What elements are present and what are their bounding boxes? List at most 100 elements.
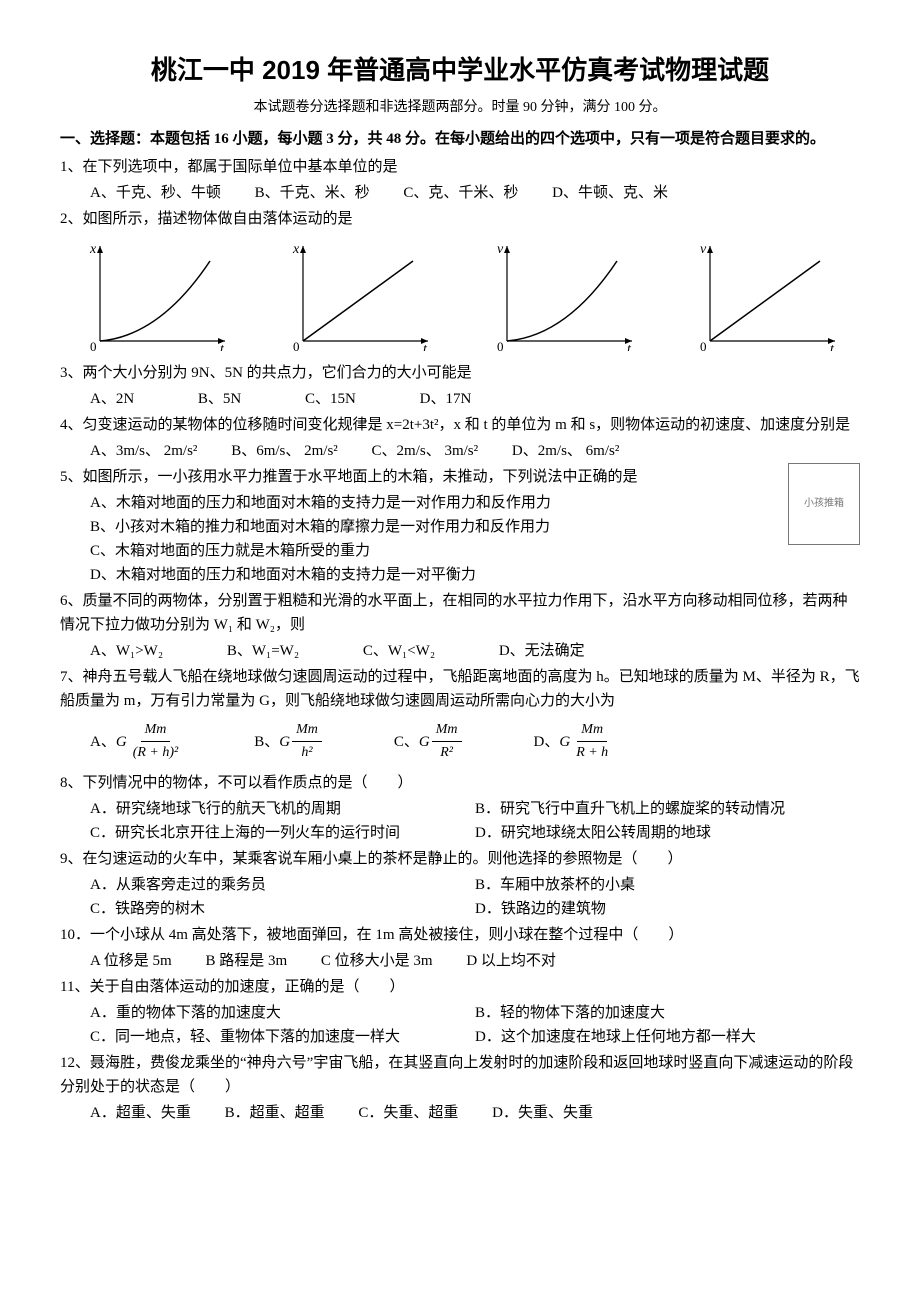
q2-graph-a: x 0 t bbox=[80, 241, 230, 351]
q12-opt-c: C．失重、超重 bbox=[358, 1101, 458, 1125]
q8-options: A．研究绕地球飞行的航天飞机的周期 B．研究飞行中直升飞机上的螺旋桨的转动情况 bbox=[90, 797, 860, 821]
q6-opt-a: A、W₁>W₂ bbox=[90, 639, 163, 663]
q7-g-c: G bbox=[419, 730, 430, 754]
q2-graph-c: v 0 t bbox=[487, 241, 637, 351]
q3-opt-d: D、17N bbox=[420, 387, 472, 411]
q1-opt-c: C、克、千米、秒 bbox=[403, 181, 518, 205]
q7-opt-c: C、 G MmR² bbox=[394, 719, 464, 765]
q11-stem: 11、关于自由落体运动的加速度，正确的是（ ） bbox=[60, 975, 860, 999]
q10-opt-a: A 位移是 5m bbox=[90, 949, 172, 973]
q9-opt-a: A．从乘客旁走过的乘务员 bbox=[90, 873, 475, 897]
q8-opt-d: D．研究地球绕太阳公转周期的地球 bbox=[475, 821, 860, 845]
svg-text:t: t bbox=[423, 342, 428, 351]
q7-g-b: G bbox=[279, 730, 290, 754]
q9-stem: 9、在匀速运动的火车中，某乘客说车厢小桌上的茶杯是静止的。则他选择的参照物是（ … bbox=[60, 847, 860, 871]
q7-g-a: G bbox=[116, 730, 127, 754]
q5-opt-d: D、木箱对地面的压力和地面对木箱的支持力是一对平衡力 bbox=[90, 563, 860, 587]
q4-opt-d: D、2m/s、 6m/s² bbox=[512, 439, 619, 463]
q9-opt-c: C．铁路旁的树木 bbox=[90, 897, 475, 921]
q5-opt-a: A、木箱对地面的压力和地面对木箱的支持力是一对作用力和反作用力 bbox=[90, 491, 860, 515]
svg-text:t: t bbox=[830, 342, 835, 351]
svg-text:0: 0 bbox=[293, 339, 300, 351]
q3-opt-c: C、15N bbox=[305, 387, 356, 411]
q11-opt-c: C．同一地点，轻、重物体下落的加速度一样大 bbox=[90, 1025, 475, 1049]
svg-text:v: v bbox=[497, 242, 504, 257]
q10-opt-b: B 路程是 3m bbox=[205, 949, 287, 973]
q10-stem: 10．一个小球从 4m 高处落下，被地面弹回，在 1m 高处被接住，则小球在整个… bbox=[60, 923, 860, 947]
q1-opt-d: D、牛顿、克、米 bbox=[552, 181, 668, 205]
q11-opt-d: D．这个加速度在地球上任何地方都一样大 bbox=[475, 1025, 860, 1049]
q7-stem: 7、神舟五号载人飞船在绕地球做匀速圆周运动的过程中，飞船距离地面的高度为 h。已… bbox=[60, 665, 860, 713]
q6-options: A、W₁>W₂ B、W₁=W₂ C、W₁<W₂ D、无法确定 bbox=[90, 639, 860, 663]
q7-options: A、 G Mm(R + h)² B、 G Mmh² C、 G MmR² D、 G… bbox=[90, 719, 860, 765]
q9-opt-d: D．铁路边的建筑物 bbox=[475, 897, 860, 921]
q10-opt-c: C 位移大小是 3m bbox=[321, 949, 433, 973]
q4-opt-b: B、6m/s、 2m/s² bbox=[231, 439, 338, 463]
q7-g-d: G bbox=[559, 730, 570, 754]
q6-opt-b: B、W₁=W₂ bbox=[227, 639, 299, 663]
q6-opt-d: D、无法确定 bbox=[499, 639, 585, 663]
q5-opt-c: C、木箱对地面的压力就是木箱所受的重力 bbox=[90, 539, 860, 563]
q4-stem: 4、匀变速运动的某物体的位移随时间变化规律是 x=2t+3t²，x 和 t 的单… bbox=[60, 413, 860, 437]
q12-opt-a: A．超重、失重 bbox=[90, 1101, 191, 1125]
q12-stem: 12、聂海胜，费俊龙乘坐的“神舟六号”宇宙飞船，在其竖直向上发射时的加速阶段和返… bbox=[60, 1051, 860, 1099]
q11-opt-a: A．重的物体下落的加速度大 bbox=[90, 1001, 475, 1025]
q1-opt-a: A、千克、秒、牛顿 bbox=[90, 181, 221, 205]
q8-opt-c: C．研究长北京开往上海的一列火车的运行时间 bbox=[90, 821, 475, 845]
q7-opt-d: D、 G MmR + h bbox=[534, 719, 615, 765]
q5-opt-b: B、小孩对木箱的推力和地面对木箱的摩擦力是一对作用力和反作用力 bbox=[90, 515, 860, 539]
svg-text:v: v bbox=[700, 242, 707, 257]
page-title: 桃江一中 2019 年普通高中学业水平仿真考试物理试题 bbox=[60, 50, 860, 92]
q7-label-a: A、 bbox=[90, 730, 116, 754]
q2-graph-b: x 0 t bbox=[283, 241, 433, 351]
section-1-head: 一、选择题：本题包括 16 小题，每小题 3 分，共 48 分。在每小题给出的四… bbox=[60, 127, 860, 151]
q7-den-a: (R + h)² bbox=[129, 742, 183, 764]
q9-opt-b: B．车厢中放茶杯的小桌 bbox=[475, 873, 860, 897]
q2-graphs: x 0 t x 0 t v 0 t v 0 t bbox=[80, 241, 840, 351]
q6-opt-c: C、W₁<W₂ bbox=[363, 639, 435, 663]
svg-text:x: x bbox=[292, 242, 300, 257]
q6-stem: 6、质量不同的两物体，分别置于粗糙和光滑的水平面上，在相同的水平拉力作用下，沿水… bbox=[60, 589, 860, 637]
q11-options: A．重的物体下落的加速度大 B．轻的物体下落的加速度大 bbox=[90, 1001, 860, 1025]
q7-den-b: h² bbox=[297, 742, 316, 764]
q5-stem: 5、如图所示，一小孩用水平力推置于水平地面上的木箱，未推动，下列说法中正确的是 bbox=[60, 465, 860, 489]
exam-subtitle: 本试题卷分选择题和非选择题两部分。时量 90 分钟，满分 100 分。 bbox=[60, 97, 860, 119]
q3-opt-b: B、5N bbox=[198, 387, 241, 411]
q10-options: A 位移是 5m B 路程是 3m C 位移大小是 3m D 以上均不对 bbox=[90, 949, 860, 973]
q10-opt-d: D 以上均不对 bbox=[466, 949, 556, 973]
axis-x-label: t bbox=[220, 342, 225, 351]
q7-label-b: B、 bbox=[254, 730, 279, 754]
q7-num-d: Mm bbox=[577, 719, 607, 742]
q12-options: A．超重、失重 B．超重、超重 C．失重、超重 D．失重、失重 bbox=[90, 1101, 860, 1125]
q9-options: A．从乘客旁走过的乘务员 B．车厢中放茶杯的小桌 bbox=[90, 873, 860, 897]
q4-opt-c: C、2m/s、 3m/s² bbox=[372, 439, 479, 463]
q8-opt-b: B．研究飞行中直升飞机上的螺旋桨的转动情况 bbox=[475, 797, 860, 821]
svg-text:0: 0 bbox=[700, 339, 707, 351]
q7-num-a: Mm bbox=[141, 719, 171, 742]
q4-opt-a: A、3m/s、 2m/s² bbox=[90, 439, 197, 463]
svg-text:t: t bbox=[627, 342, 632, 351]
q11-opt-b: B．轻的物体下落的加速度大 bbox=[475, 1001, 860, 1025]
q2-graph-d: v 0 t bbox=[690, 241, 840, 351]
svg-text:0: 0 bbox=[497, 339, 504, 351]
q7-num-c: Mm bbox=[432, 719, 462, 742]
q1-opt-b: B、千克、米、秒 bbox=[255, 181, 370, 205]
q3-opt-a: A、2N bbox=[90, 387, 134, 411]
q12-opt-d: D．失重、失重 bbox=[492, 1101, 593, 1125]
q7-opt-b: B、 G Mmh² bbox=[254, 719, 324, 765]
q12-opt-b: B．超重、超重 bbox=[225, 1101, 325, 1125]
q4-options: A、3m/s、 2m/s² B、6m/s、 2m/s² C、2m/s、 3m/s… bbox=[90, 439, 860, 463]
q3-stem: 3、两个大小分别为 9N、5N 的共点力，它们合力的大小可能是 bbox=[60, 361, 860, 385]
q7-label-c: C、 bbox=[394, 730, 419, 754]
q5-figure: 小孩推箱 bbox=[788, 463, 860, 545]
q7-opt-a: A、 G Mm(R + h)² bbox=[90, 719, 184, 765]
q1-options: A、千克、秒、牛顿 B、千克、米、秒 C、克、千米、秒 D、牛顿、克、米 bbox=[90, 181, 860, 205]
q7-label-d: D、 bbox=[534, 730, 560, 754]
q7-den-d: R + h bbox=[572, 742, 612, 764]
q8-opt-a: A．研究绕地球飞行的航天飞机的周期 bbox=[90, 797, 475, 821]
axis-origin: 0 bbox=[90, 339, 97, 351]
q3-options: A、2N B、5N C、15N D、17N bbox=[90, 387, 860, 411]
q7-den-c: R² bbox=[436, 742, 457, 764]
q7-num-b: Mm bbox=[292, 719, 322, 742]
q8-stem: 8、下列情况中的物体，不可以看作质点的是（ ） bbox=[60, 771, 860, 795]
